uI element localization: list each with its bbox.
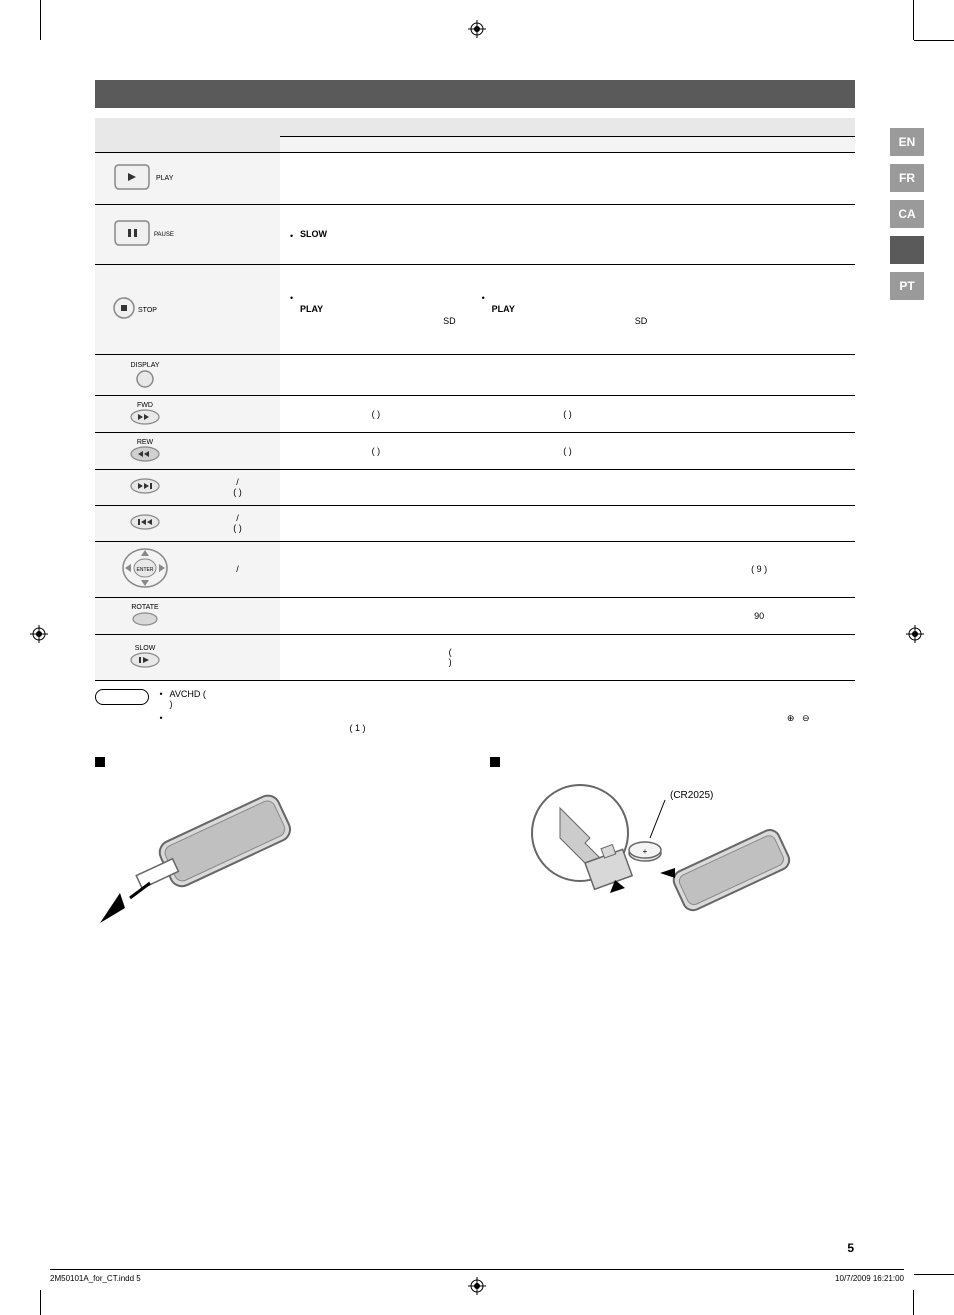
cell-text: / [195,541,280,597]
footer-filename: 2M50101A_for_CT.indd 5 [50,1274,141,1283]
svg-text:SLOW: SLOW [135,645,156,652]
rew-button-icon: REW [127,437,163,463]
crop-mark [913,1290,914,1315]
cell-text: 90 [663,597,855,634]
cell-text: ( ) [280,395,472,432]
battery-install-illustration: (CR2025) + [490,778,830,938]
remote-functions-table: PLAY PAUSE [95,118,855,681]
display-button-icon: DISPLAY [125,359,165,389]
next-button-icon [127,477,163,495]
table-row: ENTER / ( 9 ) [95,541,855,597]
battery-type-label: (CR2025) [670,790,713,801]
note-item: AVCHD ( ) [160,689,810,709]
lang-tab-current[interactable] [890,236,924,264]
note-oval [95,689,149,705]
crop-mark [913,0,914,40]
page-footer: 2M50101A_for_CT.indd 5 10/7/2009 16:21:0… [50,1269,904,1283]
svg-text:ENTER: ENTER [137,567,154,573]
svg-text:PAUSE: PAUSE [154,232,174,238]
cell-text: ( ) [280,432,472,469]
section-title-bar [95,80,855,108]
first-use-section [95,757,460,938]
registration-mark-icon [906,625,924,643]
table-row: REW ( ) ( ) [95,432,855,469]
table-row: STOP PLAY SD PLAY SD [95,264,855,354]
pause-button-icon: PAUSE [110,219,180,247]
plus-icon: ⊕ [787,713,795,723]
table-row: PLAY [95,152,855,204]
svg-text:REW: REW [137,439,154,446]
cell-text: / ( ) [195,469,280,505]
lang-tab-en[interactable]: EN [890,128,924,156]
battery-replace-section: (CR2025) + [490,757,855,938]
enter-dpad-icon: ENTER [120,546,170,590]
prev-button-icon [127,513,163,531]
svg-text:DISPLAY: DISPLAY [130,362,159,369]
lang-tab-fr[interactable]: FR [890,164,924,192]
sd-label: SD [443,315,456,328]
play-label: PLAY [492,304,515,314]
language-tabs: EN FR CA PT [890,128,924,308]
table-row: DISPLAY [95,354,855,395]
cell-text: ( 9 ) [663,541,855,597]
footer-timestamp: 10/7/2009 16:21:00 [835,1274,904,1283]
rotate-button-icon: ROTATE [125,602,165,628]
play-button-icon: PLAY [110,163,180,191]
crop-mark [914,1274,954,1275]
table-row: FWD ( ) ( ) [95,395,855,432]
svg-text:PLAY: PLAY [156,175,174,182]
cell-text: ( ) [472,432,664,469]
table-row: ROTATE 90 [95,597,855,634]
stop-button-icon: STOP [110,294,180,322]
svg-text:FWD: FWD [137,402,153,409]
table-row: / ( ) [95,469,855,505]
note-item: ⊕ ⊖ ( 1 ) [160,713,810,733]
crop-mark [914,40,954,41]
remote-pull-tab-illustration [95,778,355,928]
table-row: SLOW ( ) [95,634,855,680]
page-number: 5 [847,1241,854,1255]
slow-button-icon: SLOW [127,643,163,669]
crop-mark [40,0,41,40]
table-row: / ( ) [95,505,855,541]
lang-tab-ca[interactable]: CA [890,200,924,228]
crop-mark [40,1290,41,1315]
svg-text:+: + [643,847,648,856]
slow-label: SLOW [300,229,327,239]
square-bullet-icon [95,757,105,767]
play-label: PLAY [300,304,323,314]
cell-text: / ( ) [195,505,280,541]
svg-text:ROTATE: ROTATE [131,604,159,611]
fwd-button-icon: FWD [127,400,163,426]
svg-text:STOP: STOP [138,307,157,314]
cell-text: ( ) [472,395,664,432]
registration-mark-icon [30,625,48,643]
minus-icon: ⊖ [802,713,810,723]
square-bullet-icon [490,757,500,767]
notes-section: AVCHD ( ) ⊕ ⊖ ( [95,689,855,737]
registration-mark-icon [468,20,486,38]
cell-text: ( ) [280,634,472,680]
lang-tab-pt[interactable]: PT [890,272,924,300]
table-header-row [95,118,855,136]
table-row: PAUSE SLOW [95,204,855,264]
sd-label: SD [635,315,648,328]
